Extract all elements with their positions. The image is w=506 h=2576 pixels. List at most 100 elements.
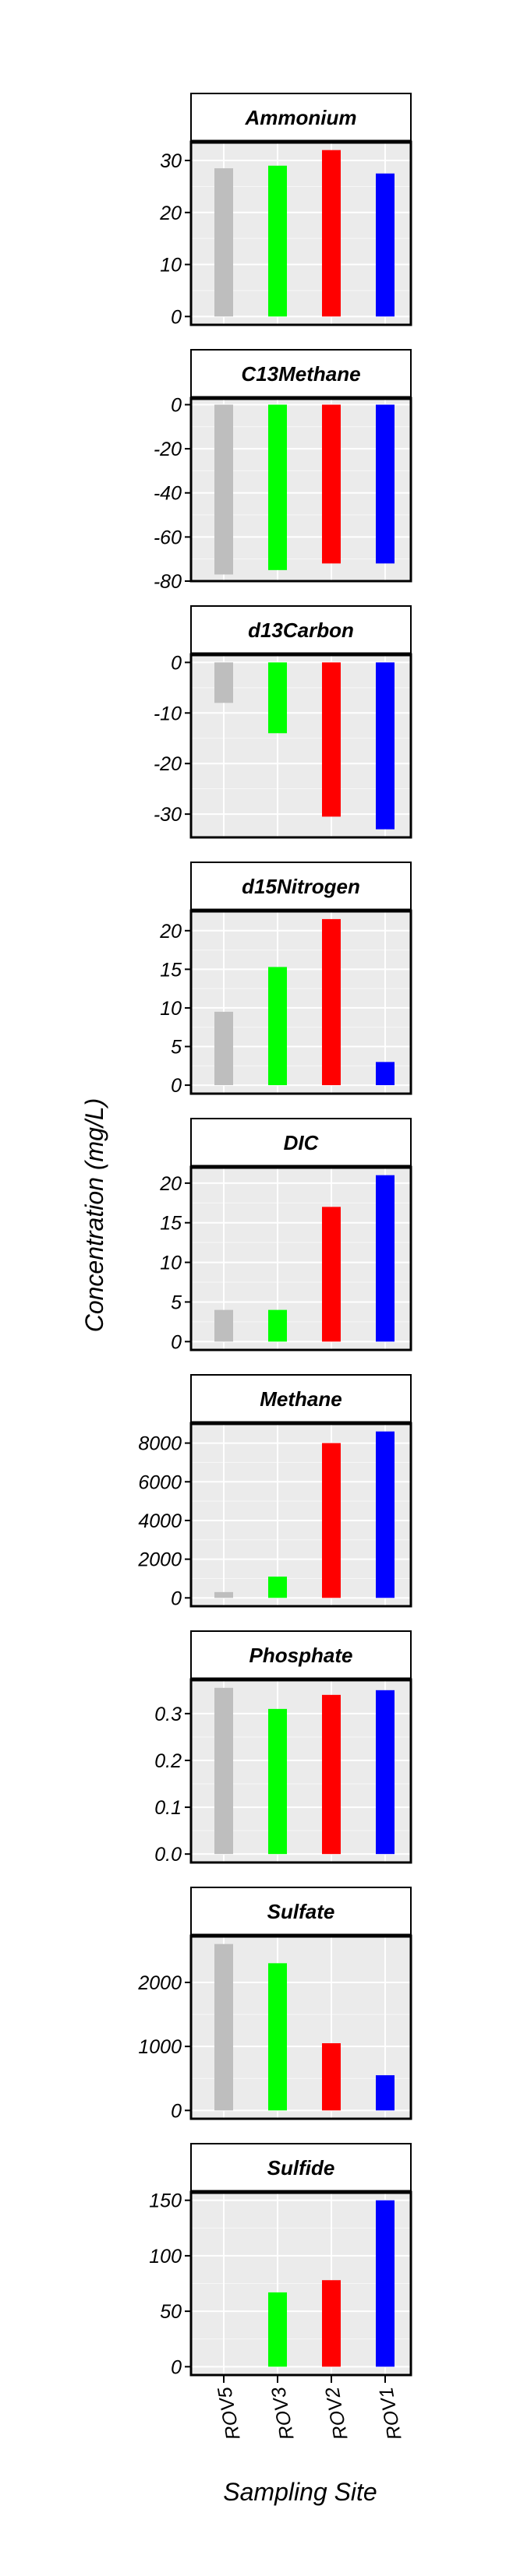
y-tick-label: 20 [159,921,182,943]
bar-Sulfide-ROV1 [376,2200,395,2367]
bar-d13Carbon-ROV3 [268,662,287,734]
bar-C13Methane-ROV1 [376,404,395,564]
x-axis: ROV5 ROV3 ROV2 ROV1 [214,2375,406,2441]
y-tick-label: 20 [159,1173,182,1195]
y-tick-label: 0.1 [154,1797,182,1819]
bar-d15Nitrogen-ROV3 [268,967,287,1086]
y-tick-label: 30 [160,150,182,172]
bar-DIC-ROV3 [268,1309,287,1342]
bar-DIC-ROV2 [322,1207,341,1342]
facet-title: Sulfide [267,2156,335,2180]
x-tick-label: ROV2 [321,2385,352,2441]
x-tick-label: ROV3 [267,2385,298,2441]
y-tick-label: 1000 [138,2036,182,2058]
y-tick-label: 2000 [137,1549,182,1571]
bar-d15Nitrogen-ROV2 [322,918,341,1086]
y-tick-label: -10 [154,703,182,724]
facet-strip [190,93,412,143]
y-tick-label: 6000 [138,1471,182,1493]
y-tick-label: 0.3 [154,1704,182,1725]
y-tick-label: 0.0 [154,1844,182,1866]
facet-DIC: DIC 0 5 10 15 20 [159,1118,412,1353]
facet-title: Phosphate [249,1644,353,1667]
facet-Phosphate: Phosphate 0.0 0.1 0.2 0.3 [154,1630,412,1866]
bar-d13Carbon-ROV1 [376,662,395,830]
bar-Ammonium-ROV3 [268,165,287,317]
bar-DIC-ROV5 [214,1309,233,1342]
bar-C13Methane-ROV3 [268,404,287,570]
y-tick-label: -30 [154,804,182,826]
y-tick-label: 50 [160,2301,182,2323]
y-tick-label: 0 [171,1075,182,1097]
y-tick-label: 0 [171,1588,182,1609]
y-tick-label: 4000 [138,1510,182,1532]
y-tick-label: 0 [171,394,182,416]
y-tick-label: 10 [160,255,182,277]
bar-d15Nitrogen-ROV1 [376,1062,395,1086]
facet-strip [190,1887,412,1936]
facet-panels: Ammonium 0 10 20 30 C13Methane 0 -20 -40 -60 -80 d1… [137,93,412,2378]
facet-C13Methane: C13Methane 0 -20 -40 -60 -80 [154,349,412,593]
facet-Sulfate: Sulfate 0 1000 2000 [137,1887,412,2122]
bar-Phosphate-ROV1 [376,1690,395,1855]
y-tick-label: -20 [154,439,182,460]
y-tick-label: 15 [160,1213,182,1235]
bar-Ammonium-ROV1 [376,173,395,317]
y-tick-label: 0.2 [154,1750,182,1772]
facet-strip [190,605,412,655]
bar-d13Carbon-ROV2 [322,662,341,817]
facet-title: DIC [284,1131,320,1154]
y-tick-label: -60 [154,527,182,548]
facet-Sulfide: Sulfide 0 50 100 150 [149,2143,412,2378]
y-tick-label: 0 [171,1331,182,1353]
facet-title: C13Methane [241,362,360,386]
facet-title: d15Nitrogen [242,875,360,898]
y-tick-label: 2000 [137,1972,182,1994]
bar-Sulfide-ROV3 [268,2292,287,2367]
bar-Ammonium-ROV5 [214,168,233,317]
plot-background [191,1423,411,1606]
y-tick-label: 10 [160,998,182,1020]
y-tick-label: 0 [171,2100,182,2122]
facet-title: Methane [260,1387,341,1411]
facet-strip [190,1630,412,1680]
bar-d15Nitrogen-ROV5 [214,1011,233,1086]
y-tick-label: 150 [149,2190,182,2212]
y-tick-label: 10 [160,1253,182,1274]
bar-Sulfate-ROV2 [322,2043,341,2111]
facet-strip [190,862,412,911]
bar-Phosphate-ROV3 [268,1708,287,1855]
y-tick-label: -20 [154,753,182,775]
facet-title: d13Carbon [248,618,354,642]
bar-C13Methane-ROV5 [214,404,233,575]
x-tick-label: ROV1 [375,2385,405,2441]
y-tick-label: 100 [149,2246,182,2268]
x-tick-label: ROV5 [214,2385,244,2441]
facet-Methane: Methane 0 2000 4000 6000 8000 [137,1374,412,1609]
bar-Sulfate-ROV3 [268,1963,287,2111]
bar-C13Methane-ROV2 [322,404,341,564]
bar-Sulfide-ROV2 [322,2280,341,2367]
y-tick-label: 0 [171,2356,182,2378]
y-tick-label: -40 [154,483,182,505]
facet-d13Carbon: d13Carbon 0 -10 -20 -30 [154,605,412,839]
facet-d15Nitrogen: d15Nitrogen 0 5 10 15 20 [159,862,412,1097]
bar-Phosphate-ROV2 [322,1694,341,1855]
bar-Methane-ROV3 [268,1576,287,1598]
bar-Phosphate-ROV5 [214,1687,233,1855]
bar-Sulfate-ROV1 [376,2075,395,2111]
facet-title: Ammonium [245,106,357,129]
facet-title: Sulfate [267,1900,335,1923]
facet-Ammonium: Ammonium 0 10 20 30 [159,93,412,328]
y-tick-label: 0 [171,652,182,674]
y-tick-label: -80 [154,571,182,593]
facet-strip [190,2143,412,2193]
y-tick-label: 5 [171,1037,182,1059]
x-axis-title: Sampling Site [223,2478,377,2506]
bar-Methane-ROV5 [214,1591,233,1598]
bar-Methane-ROV1 [376,1431,395,1598]
bar-d13Carbon-ROV5 [214,662,233,703]
y-tick-label: 8000 [138,1433,182,1455]
y-tick-label: 5 [171,1292,182,1313]
